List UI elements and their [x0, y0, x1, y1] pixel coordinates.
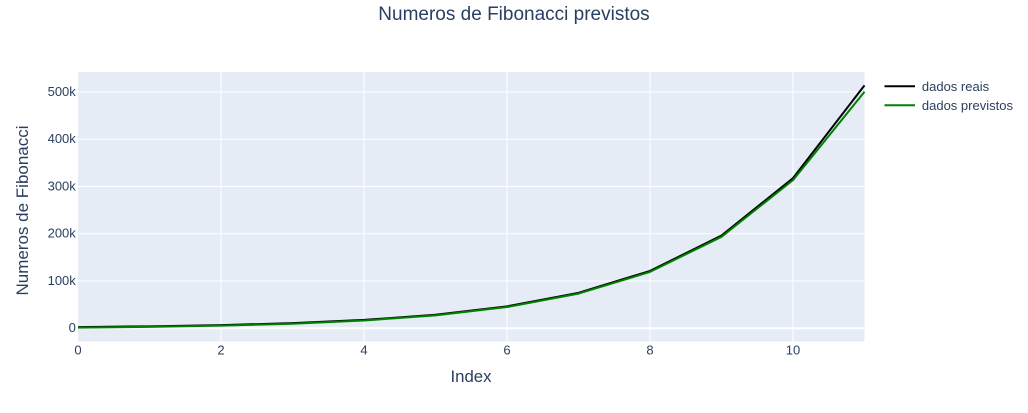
- svg-text:2: 2: [217, 343, 224, 358]
- svg-text:10: 10: [786, 343, 800, 358]
- svg-text:8: 8: [646, 343, 653, 358]
- svg-text:200k: 200k: [48, 226, 77, 241]
- svg-text:Index: Index: [450, 367, 492, 386]
- svg-text:100k: 100k: [48, 273, 77, 288]
- svg-text:0: 0: [74, 343, 81, 358]
- svg-text:500k: 500k: [48, 84, 77, 99]
- svg-text:Numeros de Fibonacci previstos: Numeros de Fibonacci previstos: [378, 4, 649, 25]
- svg-text:300k: 300k: [48, 178, 77, 193]
- svg-text:0: 0: [69, 320, 76, 335]
- svg-text:400k: 400k: [48, 131, 77, 146]
- svg-text:6: 6: [503, 343, 510, 358]
- svg-text:dados reais: dados reais: [922, 79, 990, 94]
- svg-text:4: 4: [360, 343, 367, 358]
- svg-text:dados previstos: dados previstos: [922, 98, 1014, 113]
- svg-text:Numeros de Fibonacci: Numeros de Fibonacci: [13, 125, 32, 295]
